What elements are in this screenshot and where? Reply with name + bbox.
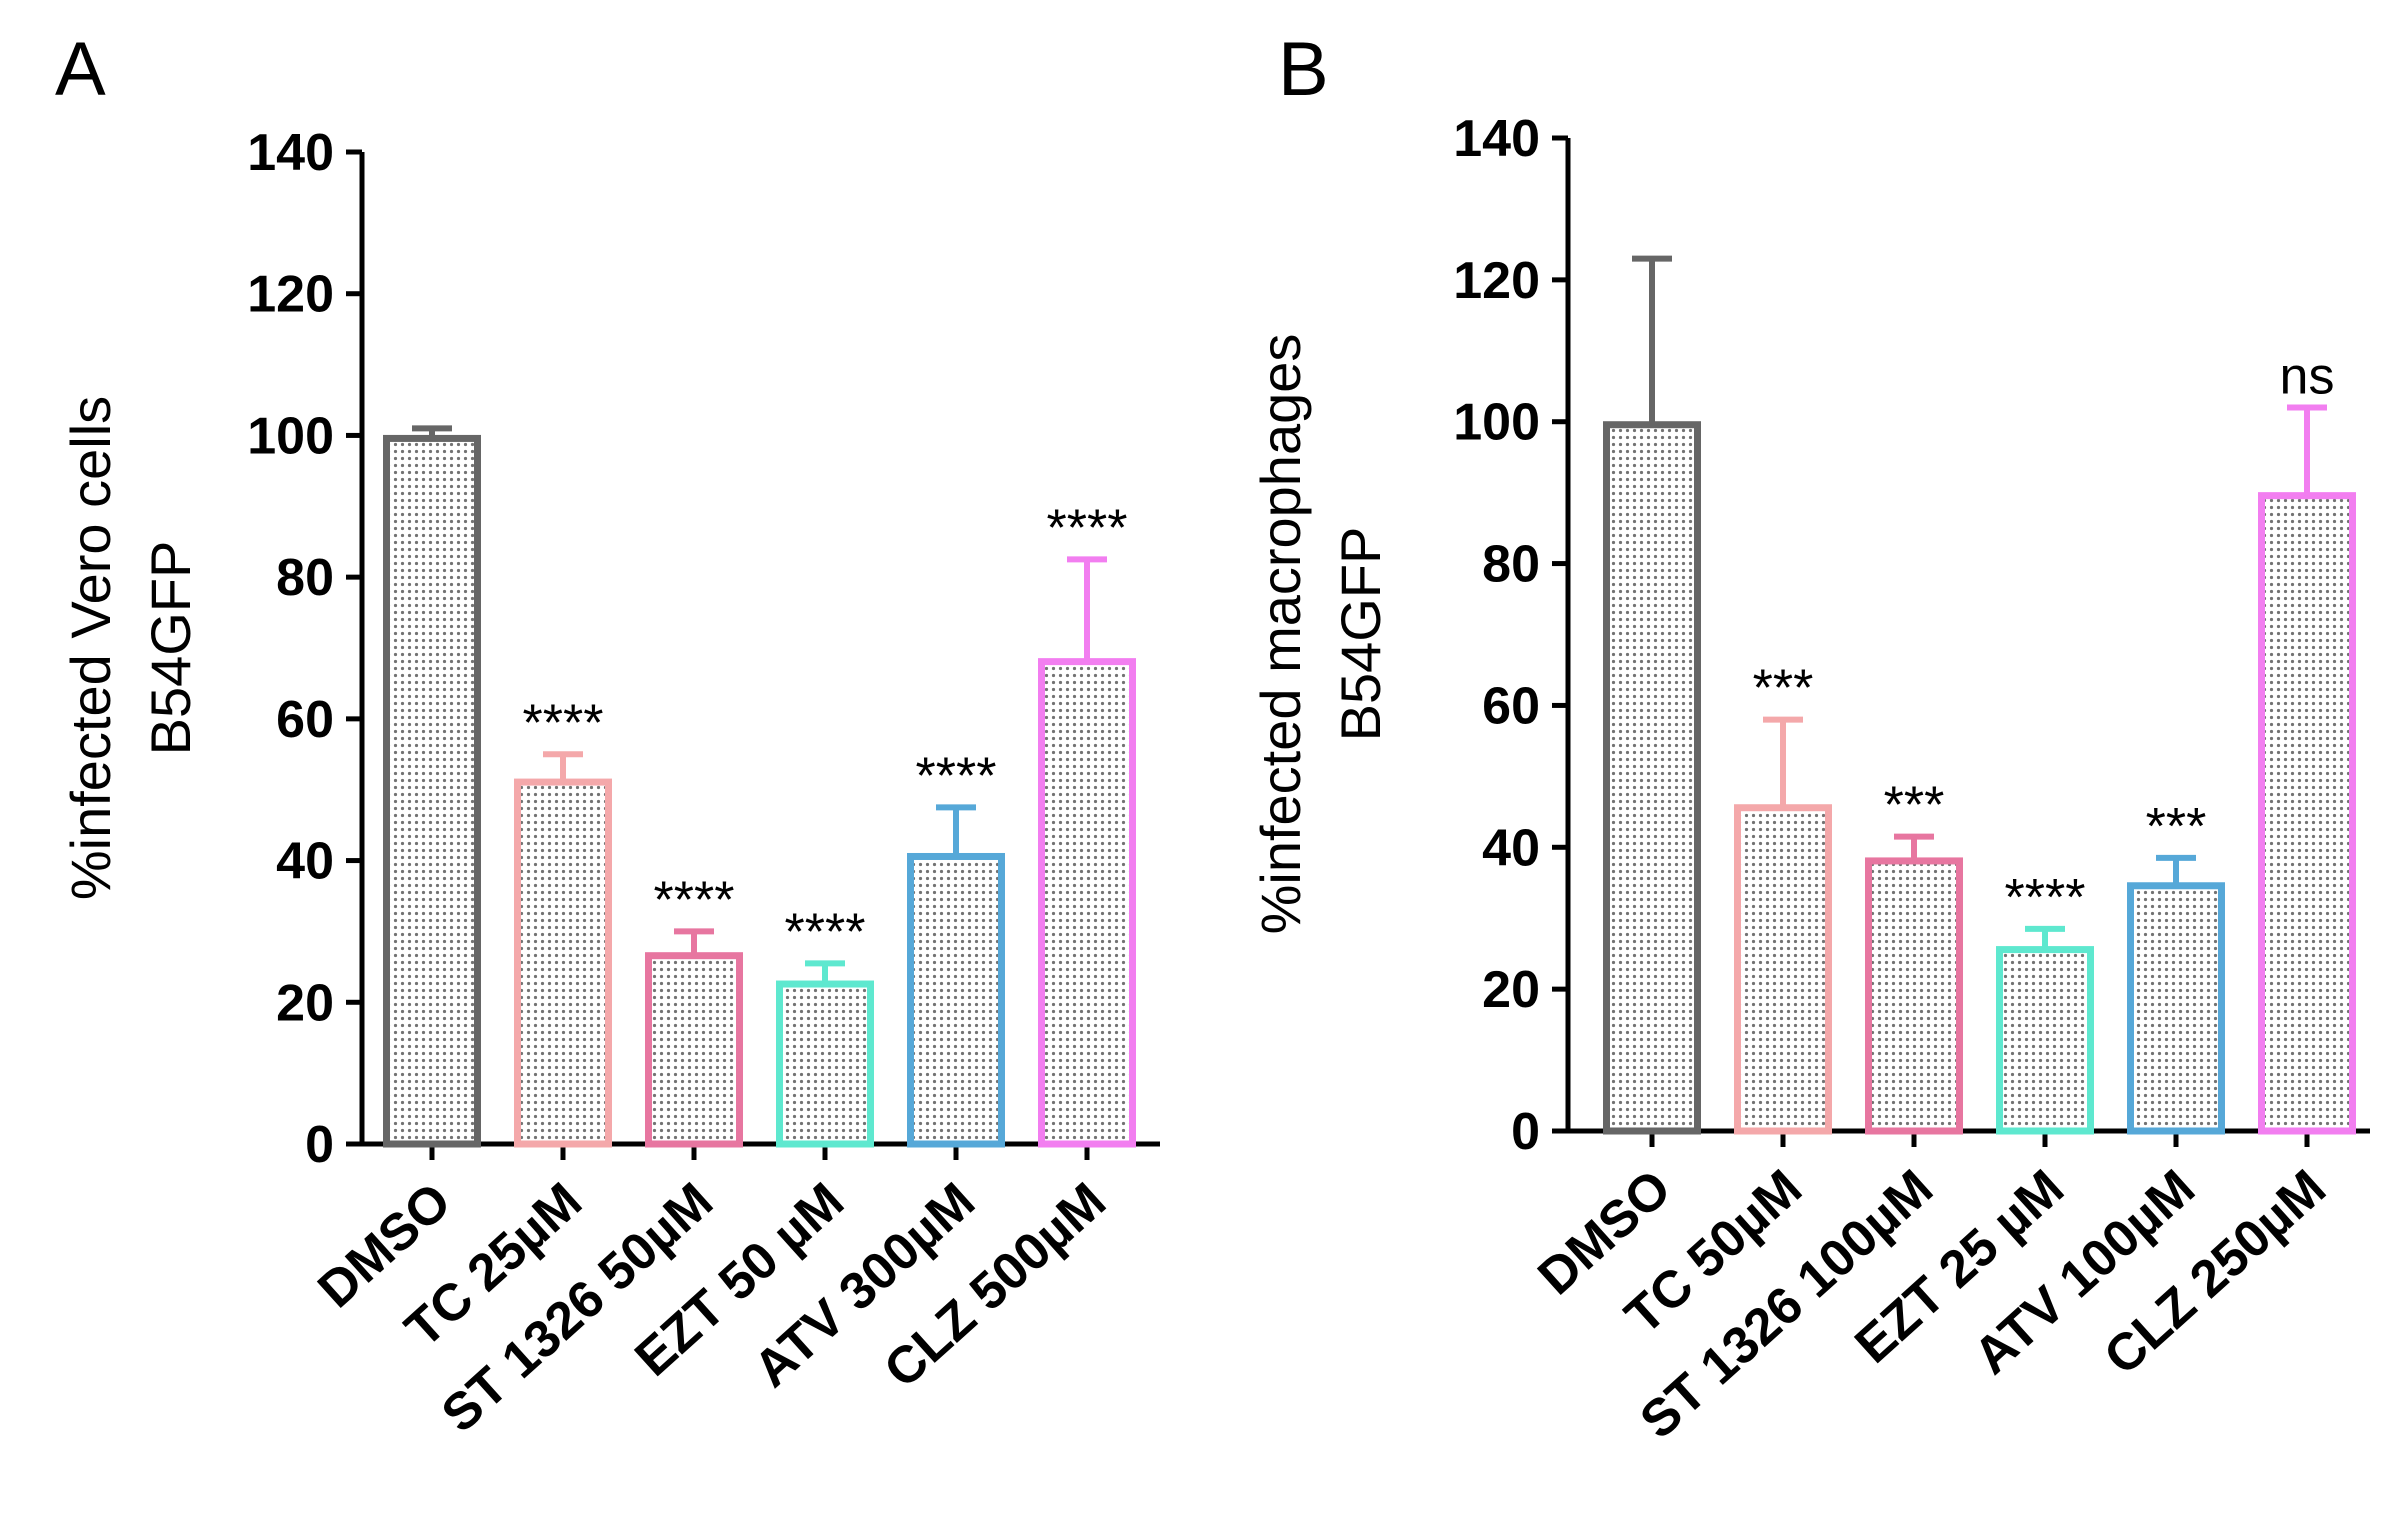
significance-label: *** — [2146, 798, 2207, 856]
bar-4 — [907, 852, 1005, 1148]
y-tick-label: 20 — [276, 974, 334, 1032]
significance-label: **** — [785, 903, 866, 961]
y-tick-label: 140 — [247, 124, 334, 182]
bar-0 — [1603, 421, 1701, 1135]
bar-2 — [645, 952, 743, 1148]
chart-panel-a: A %infected Vero cells B54GFP 0 20 40 60 80 100 1… — [55, 27, 1160, 1444]
bar-4-pattern — [907, 853, 1005, 1144]
bar-4 — [2127, 882, 2225, 1135]
significance-label: **** — [654, 871, 735, 929]
bar-1 — [514, 778, 612, 1148]
bar-1-pattern — [1734, 804, 1832, 1131]
bar-4-pattern — [2127, 882, 2225, 1131]
bar-3-pattern — [776, 981, 874, 1144]
bar-2-pattern — [1865, 857, 1963, 1131]
bar-5-pattern — [2258, 492, 2356, 1132]
panel-letter: A — [55, 27, 106, 112]
y-tick-label: 40 — [276, 833, 334, 891]
y-tick-label: 140 — [1453, 110, 1540, 168]
bar-5-pattern — [1038, 658, 1136, 1144]
bar-5 — [2258, 492, 2356, 1135]
y-tick-label: 0 — [1511, 1103, 1540, 1161]
bar-2 — [1865, 857, 1963, 1135]
y-tick-label: 60 — [1482, 677, 1540, 735]
bar-1 — [1734, 804, 1832, 1135]
bar-0 — [383, 434, 481, 1148]
bar-1-pattern — [514, 779, 612, 1144]
y-tick-label: 120 — [247, 266, 334, 324]
bar-0-pattern — [383, 435, 481, 1144]
y-axis-label: %infected Vero cells — [59, 396, 122, 900]
significance-label: **** — [1047, 499, 1128, 557]
panel-letter: B — [1278, 27, 1329, 112]
significance-label: *** — [1884, 777, 1945, 835]
significance-label: **** — [916, 747, 997, 805]
significance-label: ns — [2280, 348, 2335, 406]
y-tick-label: 40 — [1482, 819, 1540, 877]
y-tick-label: 100 — [1453, 394, 1540, 452]
bar-3 — [776, 980, 874, 1148]
chart-panel-b: B %infected macrophages B54GFP 0 20 40 60 80 100… — [1249, 27, 2370, 1450]
bar-3-pattern — [1996, 946, 2094, 1131]
y-tick-label: 60 — [276, 691, 334, 749]
bar-5 — [1038, 658, 1136, 1148]
y-axis-label-line2: B54GFP — [1329, 527, 1392, 742]
y-axis-label-line2: B54GFP — [139, 541, 202, 756]
bar-2-pattern — [645, 952, 743, 1144]
significance-label: **** — [523, 694, 604, 752]
bar-0-pattern — [1603, 421, 1701, 1131]
y-tick-label: 20 — [1482, 961, 1540, 1019]
y-tick-label: 80 — [1482, 536, 1540, 594]
y-tick-label: 80 — [276, 549, 334, 607]
y-tick-label: 0 — [305, 1116, 334, 1174]
bar-3 — [1996, 946, 2094, 1135]
y-tick-label: 100 — [247, 407, 334, 465]
significance-label: *** — [1753, 660, 1814, 718]
significance-label: **** — [2005, 869, 2086, 927]
y-tick-label: 120 — [1453, 252, 1540, 310]
y-axis-label: %infected macrophages — [1249, 334, 1312, 935]
